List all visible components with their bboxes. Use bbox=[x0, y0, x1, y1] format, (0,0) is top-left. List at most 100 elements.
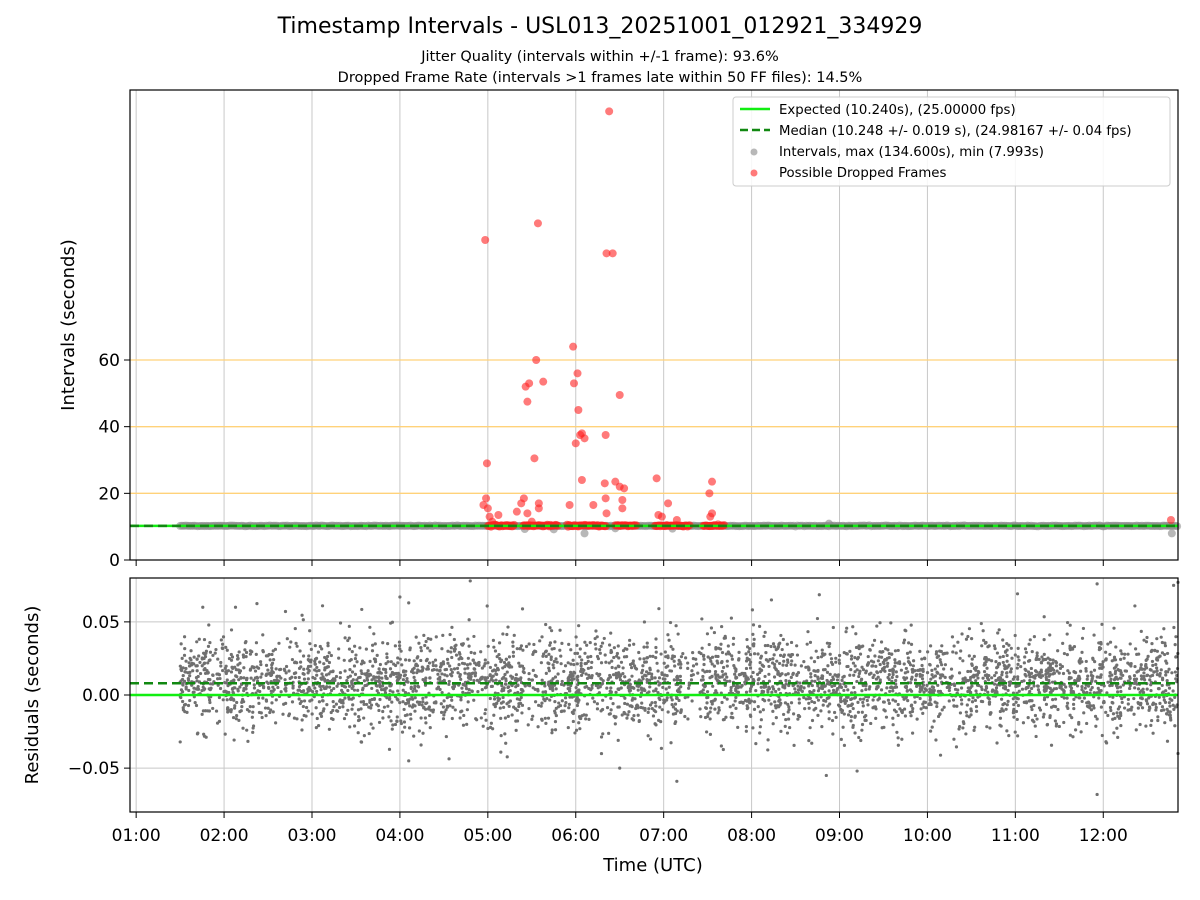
residual-point bbox=[412, 687, 417, 691]
residual-point bbox=[722, 695, 727, 699]
legend-dropped-swatch bbox=[750, 169, 758, 177]
residual-point bbox=[324, 673, 329, 677]
residual-point bbox=[779, 633, 783, 638]
residual-point bbox=[472, 634, 476, 639]
residual-point bbox=[347, 636, 351, 640]
residual-point bbox=[945, 651, 949, 655]
residual-point bbox=[651, 654, 655, 658]
residual-point bbox=[902, 638, 907, 642]
residual-point bbox=[504, 677, 508, 681]
residual-point bbox=[1035, 651, 1039, 655]
residual-point bbox=[657, 676, 662, 680]
residual-point bbox=[1095, 792, 1099, 797]
residual-point bbox=[350, 682, 354, 686]
residual-point bbox=[433, 658, 438, 662]
residual-point bbox=[744, 659, 749, 663]
residual-point bbox=[823, 684, 827, 688]
residual-point bbox=[789, 675, 793, 679]
residual-point bbox=[1164, 670, 1168, 674]
residual-point bbox=[807, 738, 811, 743]
residual-point bbox=[362, 702, 366, 707]
residual-point bbox=[473, 671, 478, 675]
residual-point bbox=[660, 708, 664, 712]
residual-point bbox=[949, 667, 954, 671]
residual-point bbox=[705, 701, 709, 705]
dropped-frame-point bbox=[482, 494, 491, 503]
residual-point bbox=[509, 674, 513, 678]
residual-point bbox=[885, 686, 889, 690]
residual-point bbox=[407, 601, 411, 605]
residual-point bbox=[931, 685, 936, 690]
residual-point bbox=[1049, 743, 1054, 747]
residual-point bbox=[237, 678, 241, 682]
residual-point bbox=[1037, 706, 1042, 710]
dropped-frame-point bbox=[705, 489, 714, 498]
residual-point bbox=[1065, 620, 1070, 625]
residual-point bbox=[1165, 661, 1169, 665]
residual-point bbox=[261, 650, 265, 654]
residual-point bbox=[578, 727, 582, 731]
residual-point bbox=[751, 623, 756, 627]
residual-point bbox=[409, 685, 413, 689]
residual-point bbox=[719, 744, 723, 748]
residual-point bbox=[442, 713, 446, 717]
residual-point bbox=[298, 649, 302, 653]
residual-point bbox=[694, 662, 699, 666]
residual-point bbox=[1158, 671, 1162, 676]
residual-point bbox=[1155, 666, 1159, 670]
residual-point bbox=[1080, 699, 1084, 704]
residual-point bbox=[261, 633, 265, 637]
residual-point bbox=[956, 640, 960, 644]
residual-point bbox=[673, 707, 678, 711]
residual-point bbox=[1073, 671, 1078, 675]
dropped-frame-point bbox=[664, 499, 673, 508]
residual-point bbox=[850, 697, 854, 701]
residual-point bbox=[1071, 702, 1076, 706]
residual-point bbox=[911, 667, 915, 672]
residual-point bbox=[825, 696, 829, 700]
residual-point bbox=[272, 678, 276, 683]
residual-point bbox=[568, 673, 572, 677]
residual-point bbox=[842, 651, 846, 655]
residual-point bbox=[1014, 700, 1018, 704]
residual-point bbox=[1101, 665, 1105, 669]
residual-point bbox=[575, 662, 579, 666]
residual-point bbox=[1045, 723, 1049, 727]
residual-point bbox=[343, 685, 348, 689]
residual-point bbox=[991, 689, 996, 693]
residual-point bbox=[495, 701, 499, 705]
residual-point bbox=[609, 696, 613, 700]
residual-point bbox=[558, 648, 562, 652]
residual-point bbox=[1042, 685, 1047, 689]
residual-point bbox=[357, 714, 361, 719]
residual-point bbox=[395, 679, 399, 683]
residual-point bbox=[235, 700, 239, 705]
residual-point bbox=[819, 709, 823, 713]
residual-point bbox=[364, 647, 368, 651]
residual-point bbox=[398, 644, 402, 648]
residual-point bbox=[1067, 671, 1071, 675]
residual-point bbox=[234, 717, 238, 721]
residual-point bbox=[498, 706, 502, 710]
residual-point bbox=[1016, 655, 1020, 659]
residual-point bbox=[371, 643, 375, 647]
residual-point bbox=[810, 683, 814, 688]
residual-point bbox=[439, 702, 443, 706]
residual-point bbox=[618, 766, 622, 770]
residual-point bbox=[771, 722, 775, 726]
residual-point bbox=[994, 660, 998, 664]
residual-point bbox=[973, 725, 977, 729]
residual-point bbox=[934, 652, 938, 656]
residual-point bbox=[285, 637, 289, 641]
residual-point bbox=[406, 701, 411, 705]
residual-point bbox=[226, 684, 230, 688]
residual-point bbox=[327, 651, 331, 655]
residual-point bbox=[658, 697, 662, 702]
residual-point bbox=[1167, 667, 1171, 671]
residual-point bbox=[899, 668, 903, 672]
residual-point bbox=[298, 701, 302, 706]
residual-point bbox=[390, 700, 394, 704]
residual-point bbox=[491, 638, 495, 642]
residual-point bbox=[732, 663, 736, 668]
residual-point bbox=[208, 682, 213, 686]
